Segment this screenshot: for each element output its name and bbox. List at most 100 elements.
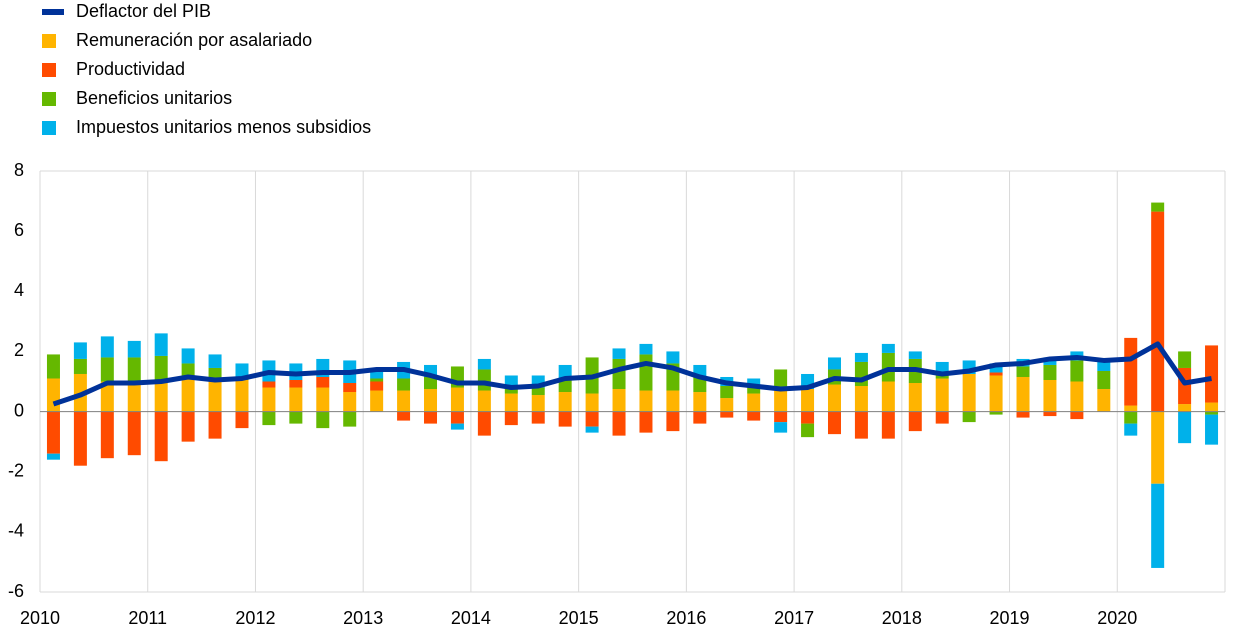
bar: [747, 411, 761, 421]
bar: [774, 390, 788, 412]
bar: [46, 411, 60, 454]
bar: [1124, 337, 1138, 406]
bar: [1124, 405, 1138, 412]
bar: [450, 411, 464, 424]
bar: [639, 390, 653, 412]
line: [52, 341, 1212, 407]
bar: [774, 369, 788, 391]
bar: [477, 369, 491, 391]
bar: [46, 378, 60, 412]
bar: [504, 375, 518, 387]
bar: [1151, 202, 1165, 212]
bar: [854, 386, 868, 412]
bar: [881, 343, 895, 353]
bar: [397, 378, 411, 391]
bar: [424, 376, 438, 390]
bar: [154, 411, 168, 462]
bar: [801, 389, 815, 412]
bar: [989, 375, 1003, 412]
bar: [962, 373, 976, 412]
bar: [774, 411, 788, 423]
bar: [1205, 345, 1219, 403]
x-tick-label: 2012: [235, 608, 275, 628]
bar: [531, 387, 545, 396]
x-tick-label: 2019: [990, 608, 1030, 628]
bar: [1097, 370, 1111, 390]
bar: [370, 381, 384, 391]
bar: [370, 378, 384, 382]
bar: [370, 369, 384, 379]
bar: [1097, 389, 1111, 412]
bar: [181, 363, 195, 379]
bar: [397, 390, 411, 412]
bar: [504, 411, 518, 426]
y-tick-label: -6: [8, 581, 24, 601]
x-tick-label: 2013: [343, 608, 383, 628]
bar: [935, 361, 949, 373]
bar: [666, 351, 680, 364]
y-tick-label: 4: [14, 280, 24, 300]
bar: [720, 411, 734, 418]
bar: [639, 343, 653, 355]
bar: [908, 411, 922, 432]
legend-marker: [42, 63, 56, 77]
bar: [612, 348, 626, 359]
bar: [1178, 411, 1192, 444]
bar: [585, 411, 599, 427]
bar: [1070, 360, 1084, 382]
bar: [370, 390, 384, 412]
legend-label: Deflactor del PIB: [76, 1, 211, 21]
bar: [854, 352, 868, 362]
bar: [747, 387, 761, 394]
x-tick-label: 2010: [20, 608, 60, 628]
bar: [989, 411, 1003, 415]
x-tick-label: 2016: [666, 608, 706, 628]
bar: [424, 411, 438, 424]
bar: [827, 384, 841, 412]
bar: [1043, 364, 1057, 380]
bar: [181, 378, 195, 412]
bar: [1043, 411, 1057, 417]
bar: [881, 381, 895, 412]
bar: [424, 389, 438, 412]
bar: [612, 389, 626, 412]
x-tick-label: 2015: [559, 608, 599, 628]
x-tick-label: 2018: [882, 608, 922, 628]
bar: [1016, 366, 1030, 377]
bar: [262, 411, 276, 426]
legend-label: Productividad: [76, 59, 185, 79]
x-tick-label: 2014: [451, 608, 491, 628]
bar: [612, 358, 626, 390]
bar: [1205, 411, 1219, 415]
bar: [747, 378, 761, 388]
bar: [1151, 211, 1165, 412]
bar: [73, 342, 87, 359]
legend-label: Impuestos unitarios menos subsidios: [76, 117, 371, 137]
bar: [1151, 411, 1165, 484]
bar: [989, 372, 1003, 376]
bar: [262, 381, 276, 388]
bar: [289, 387, 303, 412]
bar: [1070, 381, 1084, 412]
bar: [720, 386, 734, 399]
bar: [181, 411, 195, 442]
bar: [343, 383, 357, 393]
bar: [100, 381, 114, 412]
bar: [531, 411, 545, 424]
bar: [208, 411, 222, 439]
y-tick-label: 0: [14, 400, 24, 420]
bar: [612, 411, 626, 436]
bar: [720, 398, 734, 412]
bar: [343, 411, 357, 427]
bar: [316, 411, 330, 429]
bar: [289, 411, 303, 424]
bar: [558, 392, 572, 412]
bar: [477, 390, 491, 412]
bar: [154, 355, 168, 382]
bar: [450, 423, 464, 430]
bar: [639, 411, 653, 433]
bar: [46, 453, 60, 460]
bar: [504, 393, 518, 412]
bar: [235, 379, 249, 412]
